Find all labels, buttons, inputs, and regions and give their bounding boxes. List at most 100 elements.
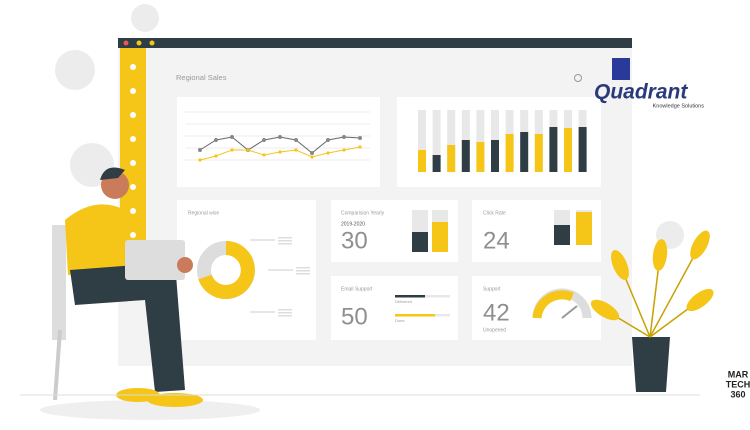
bar <box>432 155 441 172</box>
bar <box>564 128 572 172</box>
progress <box>395 295 425 298</box>
point <box>214 154 218 158</box>
bar <box>476 142 485 172</box>
shadow <box>40 400 260 420</box>
legend-label: Delivered <box>395 299 412 304</box>
text-stub <box>296 267 310 269</box>
sidebar-icon <box>130 136 136 142</box>
card-number: 30 <box>341 227 368 254</box>
hand <box>177 257 193 273</box>
logo-text: MAR <box>728 369 749 379</box>
sidebar-icon <box>130 64 136 70</box>
bar <box>418 150 426 172</box>
leaf <box>590 299 620 321</box>
bar-bg <box>418 110 426 172</box>
text-stub <box>278 309 292 311</box>
bar <box>412 232 428 252</box>
point <box>342 148 346 152</box>
point <box>278 150 282 154</box>
card-title: Support <box>483 286 501 292</box>
leaf <box>686 288 714 312</box>
point <box>294 148 298 152</box>
card-title: Regional wise <box>188 210 219 216</box>
donut-seg <box>198 241 255 299</box>
progress <box>395 314 435 317</box>
point <box>294 138 298 142</box>
dashboard-title: Regional Sales <box>176 73 227 82</box>
sidebar-icon <box>130 88 136 94</box>
point <box>326 151 330 155</box>
logo-mark <box>612 58 630 80</box>
bar <box>520 132 529 172</box>
text-stub <box>278 240 292 242</box>
bar-bg <box>432 110 441 172</box>
point <box>198 148 202 152</box>
legs <box>70 262 185 392</box>
logo-tagline: Knowledge Solutions <box>653 103 705 109</box>
card-number: 24 <box>483 227 510 254</box>
point <box>358 136 362 140</box>
point <box>310 155 314 159</box>
logo-text: 360 <box>730 389 745 399</box>
hair <box>100 167 125 180</box>
card-title: Email Support <box>341 286 373 292</box>
bar <box>447 145 456 172</box>
window-dot <box>136 40 142 46</box>
sidebar-icon <box>130 208 136 214</box>
window-dot <box>123 40 129 46</box>
card-number: 50 <box>341 303 368 330</box>
text-stub <box>278 312 292 314</box>
window-dot <box>149 40 155 46</box>
shoe <box>147 393 203 407</box>
bar <box>576 212 592 245</box>
point <box>198 158 202 162</box>
sidebar-icon <box>130 184 136 190</box>
gear <box>131 4 159 32</box>
bar <box>549 127 558 172</box>
text-stub <box>296 273 310 275</box>
bar-bg <box>476 110 485 172</box>
point <box>230 135 234 139</box>
torso <box>65 204 130 275</box>
text-stub <box>278 243 292 245</box>
chair <box>52 225 66 340</box>
point <box>358 145 362 149</box>
stem <box>649 244 701 338</box>
point <box>230 148 234 152</box>
point <box>262 153 266 157</box>
sidebar-icon <box>130 160 136 166</box>
text-stub <box>296 270 310 272</box>
sidebar-icon <box>130 112 136 118</box>
pot <box>632 337 670 392</box>
bar <box>432 222 448 252</box>
logo-name: Quadrant <box>594 81 688 104</box>
point <box>342 135 346 139</box>
screen-frame <box>118 38 632 48</box>
gauge-fill <box>532 290 574 319</box>
card-subtitle: 2019-2020 <box>341 221 365 227</box>
card-number: 42 <box>483 299 510 326</box>
bar <box>578 127 587 172</box>
bar <box>461 140 470 172</box>
point <box>310 151 314 155</box>
bar <box>505 134 514 172</box>
bar-bg <box>447 110 456 172</box>
decoration <box>20 4 714 420</box>
laptop <box>125 240 185 280</box>
bar <box>491 140 499 172</box>
legend-label: Done <box>395 318 405 323</box>
sidebar-icon <box>130 232 136 238</box>
point <box>278 135 282 139</box>
bar <box>534 134 543 172</box>
text-stub <box>278 315 292 317</box>
leaf <box>611 249 629 281</box>
card-title: Click Rate <box>483 210 506 216</box>
logo-text: TECH <box>726 379 750 389</box>
leaf <box>690 230 710 260</box>
text-stub <box>278 237 292 239</box>
chair-leg <box>53 329 62 401</box>
point <box>262 138 266 142</box>
bar <box>554 225 570 245</box>
